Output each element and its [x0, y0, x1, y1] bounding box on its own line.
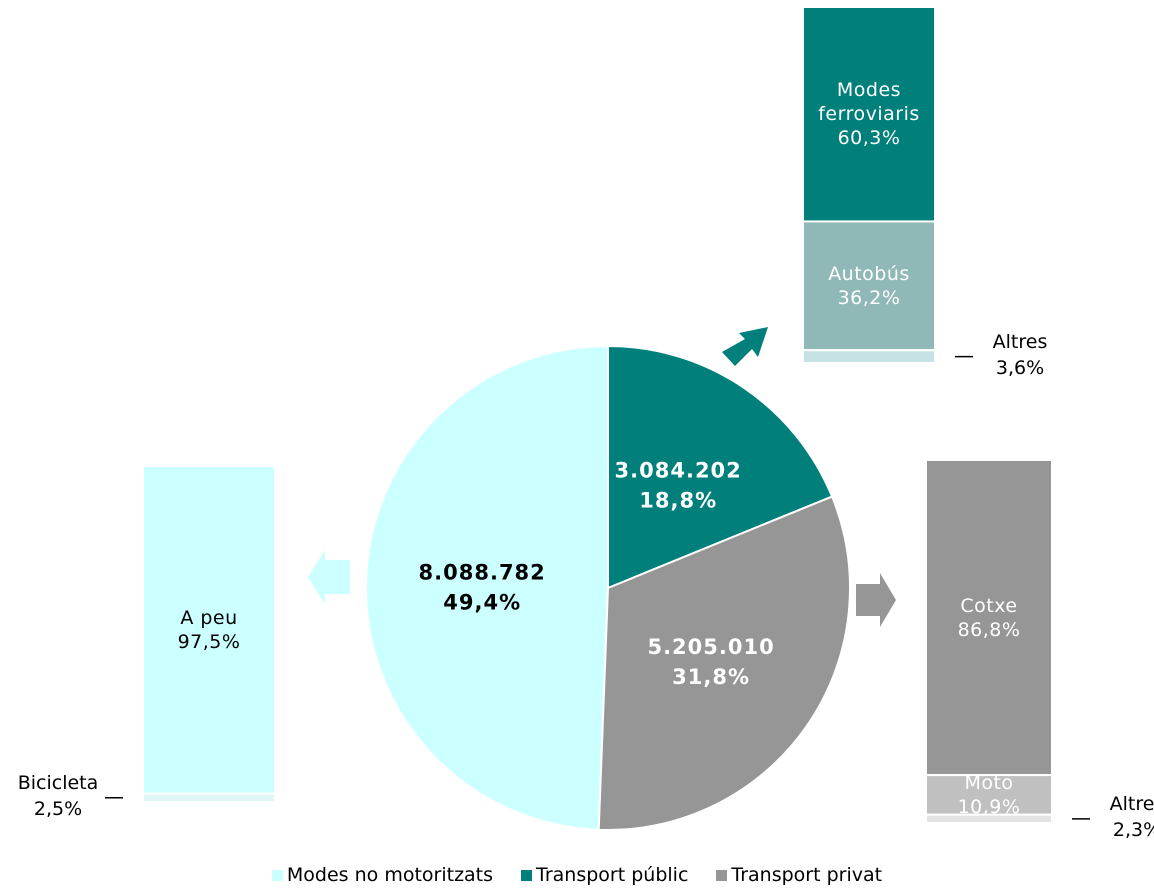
legend-key	[271, 869, 283, 881]
legend: Modes no motoritzats Transport públic Tran…	[0, 864, 1154, 886]
segment-value: 60,3%	[837, 127, 901, 150]
arrow-nonmotor	[308, 550, 350, 604]
outside-label: Altres 2,3%	[1082, 791, 1154, 843]
pie-percent-label: 18,8%	[639, 489, 717, 513]
segment-category: A peu	[180, 606, 238, 629]
bar-segment	[925, 813, 1053, 825]
segment-category: Moto	[964, 771, 1014, 794]
segment-value: 3,6%	[995, 356, 1045, 379]
legend-label: Transport públic	[536, 864, 689, 886]
legend-item: Transport públic	[521, 864, 688, 886]
legend-key	[716, 869, 728, 881]
legend-item: Modes no motoritzats	[271, 864, 494, 886]
segment-label: A peu 97,5%	[143, 466, 275, 794]
legend-key	[521, 869, 533, 881]
legend-label: Modes no motoritzats	[286, 864, 494, 886]
bar-segment	[925, 459, 1053, 777]
pie-percent-label: 31,8%	[672, 665, 750, 689]
outside-label: Altres 3,6%	[965, 329, 1075, 381]
outside-label: Bicicleta 2,5%	[3, 770, 113, 822]
bar-segment	[142, 792, 276, 803]
segment-value: 36,2%	[837, 286, 901, 309]
pie-value-label: 8.088.782	[419, 561, 546, 585]
pie-percent-label: 49,4%	[443, 591, 521, 615]
segment-category: Altres	[992, 330, 1048, 353]
segment-category: Bicicleta	[17, 771, 99, 794]
bar-segment	[925, 774, 1053, 816]
segment-category: Autobús	[828, 262, 910, 285]
segment-category: Cotxe	[960, 594, 1018, 617]
legend-label: Transport privat	[731, 864, 883, 886]
pie-value-label: 3.084.202	[615, 459, 742, 483]
segment-value: 86,8%	[957, 618, 1021, 641]
segment-value: 2,5%	[33, 797, 83, 820]
pie-slice	[597, 495, 851, 831]
segment-label: Modes ferroviaris 60,3%	[803, 7, 935, 221]
pie-slice	[365, 344, 609, 831]
segment-category: Altres	[1109, 792, 1154, 815]
bar-segment	[142, 465, 276, 795]
segment-value: 97,5%	[177, 630, 241, 653]
bar-segment	[802, 349, 936, 365]
arrow-private	[856, 573, 896, 627]
arrow-public	[722, 327, 768, 366]
segment-category: Modes ferroviaris	[818, 79, 920, 126]
segment-label: Moto 10,9%	[926, 772, 1052, 818]
legend-item: Transport privat	[716, 864, 882, 886]
segment-label: Autobús 36,2%	[803, 221, 935, 350]
pie-value-label: 5.205.010	[647, 635, 774, 659]
segment-value: 2,3%	[1112, 818, 1154, 841]
segment-value: 10,9%	[957, 795, 1021, 818]
bar-segment	[802, 220, 936, 352]
segment-label: Cotxe 86,8%	[926, 460, 1052, 775]
pie-slice	[607, 344, 834, 590]
